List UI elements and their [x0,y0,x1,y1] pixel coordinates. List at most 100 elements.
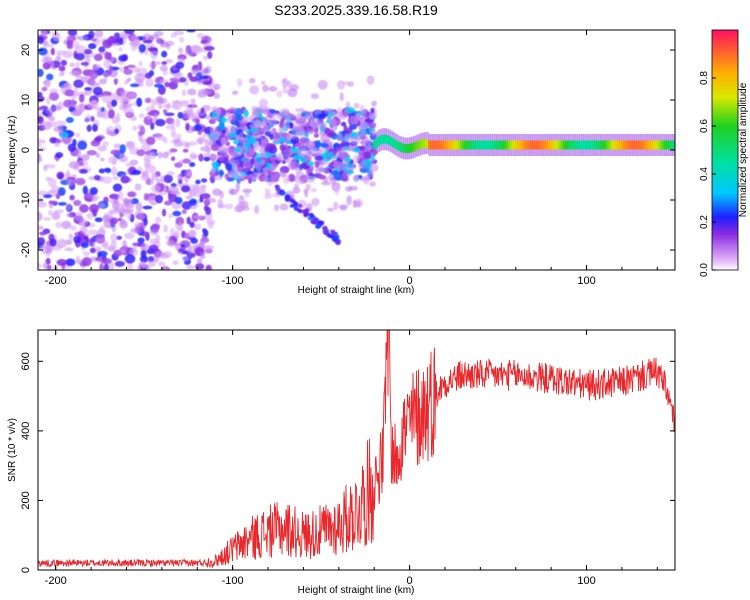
spectrogram-cell [110,233,118,243]
spectrogram-cell [340,147,347,153]
spectrogram-cell [211,161,220,169]
spectrogram-cell [144,97,153,104]
carrier-cell [580,140,583,150]
carrier-cell [642,140,645,150]
x-tick-label: -200 [45,275,67,287]
spectrogram-cell [196,72,202,78]
spectrogram-cell [157,85,166,95]
spectrogram-cell [369,121,377,129]
spectrogram-cell [112,203,121,208]
spectrogram-cell [172,260,179,266]
carrier-cell [573,140,576,150]
spectrogram-cell [292,201,298,206]
spectrogram-cell [101,258,113,265]
spectrogram-cell [92,123,98,132]
spectrogram-cell [73,199,82,206]
carrier-cell [483,140,486,150]
spectrogram-cell [181,209,187,215]
spectrogram-cell [75,255,80,265]
carrier-cell [398,142,401,152]
carrier-cell [520,140,523,150]
spectrogram-cell [118,55,128,62]
spectrogram-cell [91,37,98,42]
spectrogram-cell [261,140,268,148]
spectrogram-cell [69,194,75,201]
spectrogram-cell [74,211,83,221]
spectrogram-cell [38,143,42,148]
spectrogram-cell [356,200,361,208]
carrier-cell [532,140,535,150]
spectrogram-cell [105,168,112,174]
spectrogram-cell [261,121,266,127]
spectrogram-cell [210,131,219,141]
carrier-cell [458,140,461,150]
spectrogram-cell [79,226,88,235]
y-tick-label: 600 [20,352,32,370]
spectrogram-cell [138,61,143,67]
colorbar-ticks: 0.0 0.2 0.4 0.6 0.8 [699,71,716,277]
spectrogram-cell [162,104,172,109]
spectrogram-cell [243,154,252,162]
spectrogram-cell [279,119,285,128]
spectrogram-cell [181,255,190,262]
spectrogram-cell [269,156,276,162]
carrier-cell [461,140,465,150]
spectrogram-cell [306,126,316,134]
spectrogram-cell [38,106,44,111]
carrier-cell [435,140,438,150]
spectrogram-cell [322,225,328,230]
spectrogram-cell [365,174,371,181]
spectrogram-cell [353,147,360,153]
spectrogram-cell [181,185,191,193]
spectrogram-cell [228,189,239,195]
spectrogram-cell [49,88,59,94]
spectrogram-cell [55,152,64,158]
spectrogram-cell [203,156,211,162]
spectrogram-cell [270,161,277,170]
carrier-cell [537,140,541,150]
spectrogram-cell [167,185,179,194]
snr-panel: -200 -100 0 100 0 200 400 600 Height of straig… [7,329,676,596]
spectrogram-cell [38,147,47,152]
spectrogram-cell [103,59,112,68]
spectrogram-cell [204,114,212,120]
spectrogram-cell [361,139,367,146]
spectrogram-cell [77,104,84,110]
spectrogram-cell [242,116,251,123]
spectrogram-cell [195,179,201,185]
spectrogram-cell [359,104,365,114]
y-tick-label: 0 [20,147,32,153]
spectrogram-cell [158,97,168,104]
spectrogram-cell [90,140,101,147]
carrier-cell [449,140,452,150]
spectrogram-cell [173,141,183,147]
spectrogram-cell [258,98,268,108]
spectrogram-cell [332,237,338,242]
spectrogram-cell [291,147,299,153]
spectrogram-cell [309,118,320,129]
spectrogram-cell [131,169,142,175]
spectrogram-cell [38,47,48,56]
spectrogram-cell [58,65,66,72]
carrier-cell [585,140,588,150]
spectrogram-cell [296,117,307,124]
spectrogram-cell [296,208,302,213]
spectrogram-cell [340,162,348,169]
spectrogram-cell [171,103,179,109]
spectrogram-cell [232,165,239,173]
snr-y-axis-label: SNR (10 * v/v) [7,418,18,482]
spectrogram-cell [38,211,43,222]
spectrogram-cell [231,90,239,95]
spectrogram-cell [268,145,278,154]
y-tick-label: -10 [20,192,32,208]
spectrogram-cell [156,178,161,185]
carrier-cell [454,140,457,150]
spectrogram-cell [151,172,158,181]
spectrogram-cell [116,96,123,101]
carrier-cell [500,140,503,150]
spectrogram-cell [46,97,51,105]
carrier-cell [548,140,551,150]
carrier-cell [667,140,670,150]
spectrogram-cell [79,154,91,159]
spectrogram-cell [150,184,161,193]
